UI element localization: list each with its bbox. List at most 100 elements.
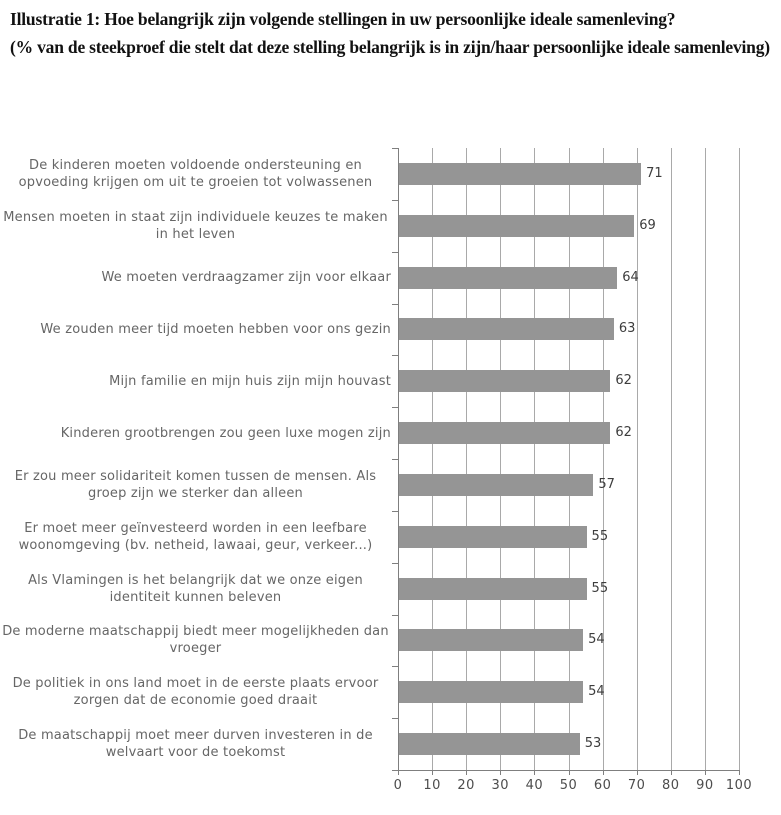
x-axis-tick-label: 70 [627, 778, 646, 793]
x-axis-tick-label: 80 [662, 778, 680, 793]
bar-value-label: 62 [615, 425, 632, 441]
x-axis-tick-label: 50 [559, 778, 578, 793]
category-label-row: De politiek in ons land moet in de eerst… [0, 666, 391, 718]
bar-value-label: 54 [588, 632, 605, 648]
category-label: We zouden meer tijd moeten hebben voor o… [40, 321, 391, 337]
category-label: Mijn familie en mijn huis zijn mijn houv… [109, 373, 391, 389]
category-label-row: Mijn familie en mijn huis zijn mijn houv… [0, 355, 391, 407]
bar-value-label: 54 [588, 684, 605, 700]
y-axis-tick [392, 666, 398, 667]
y-axis-tick [392, 200, 398, 201]
gridline [534, 148, 536, 770]
category-label-row: Er moet meer geïnvesteerd worden in een … [0, 511, 391, 563]
bar-row: 55 [399, 563, 740, 615]
bar-row: 64 [399, 252, 740, 304]
category-label: De maatschappij moet meer durven investe… [18, 728, 373, 761]
category-label-row: Als Vlamingen is het belangrijk dat we o… [0, 563, 391, 615]
bar [399, 629, 584, 652]
category-label-row: We zouden meer tijd moeten hebben voor o… [0, 304, 391, 356]
category-label-row: De kinderen moeten voldoende ondersteuni… [0, 148, 391, 200]
gridline [670, 148, 672, 770]
bar-row: 63 [399, 304, 740, 356]
y-axis-tick [392, 615, 398, 616]
x-axis-tick [670, 770, 672, 775]
gridline [602, 148, 604, 770]
bar [399, 266, 618, 289]
x-axis-tick [636, 770, 638, 775]
bar-row: 57 [399, 459, 740, 511]
y-axis-tick [392, 252, 398, 253]
gridline [704, 148, 706, 770]
category-label: Er zou meer solidariteit komen tussen de… [14, 468, 377, 501]
bar [399, 162, 642, 185]
bar-value-label: 69 [639, 217, 656, 233]
y-axis-tick [392, 407, 398, 408]
bar-row: 69 [399, 200, 740, 252]
x-axis-tick-label: 20 [457, 778, 475, 793]
x-axis-tick-label: 60 [593, 778, 612, 793]
bar-row: 71 [399, 148, 740, 200]
gridline [432, 148, 434, 770]
category-label-row: Kinderen grootbrengen zou geen luxe moge… [0, 407, 391, 459]
bar-row: 54 [399, 666, 740, 718]
category-label: De politiek in ons land moet in de eerst… [12, 676, 379, 709]
bar [399, 422, 611, 445]
x-axis-tick-label: 40 [525, 778, 544, 793]
category-label: Kinderen grootbrengen zou geen luxe moge… [60, 425, 391, 441]
bar-value-label: 64 [622, 269, 639, 285]
x-axis-tick-label: 100 [725, 778, 753, 793]
bar [399, 577, 587, 600]
plot-area: 71 69 64 63 62 62 57 55 55 54 54 53 [392, 148, 740, 775]
bar [399, 318, 614, 341]
bar [399, 473, 594, 496]
figure-caption-question: Illustratie 1: Hoe belangrijk zijn volge… [10, 9, 676, 29]
gridline [500, 148, 502, 770]
x-axis-tick [500, 770, 502, 775]
x-axis-tick [568, 770, 570, 775]
bar-row: 53 [399, 718, 740, 770]
bar-row: 54 [399, 615, 740, 667]
figure-caption: Illustratie 1: Hoe belangrijk zijn volge… [10, 5, 772, 61]
x-axis-tick [602, 770, 604, 775]
x-axis-tick [704, 770, 706, 775]
x-axis-tick-label: 10 [423, 778, 441, 793]
x-axis-tick-label: 30 [491, 778, 510, 793]
category-label-row: De moderne maatschappij biedt meer mogel… [0, 615, 391, 667]
y-axis-tick [392, 148, 398, 149]
bar [399, 214, 635, 237]
category-label-row: De maatschappij moet meer durven investe… [0, 718, 391, 770]
gridline [636, 148, 638, 770]
bar-value-label: 55 [591, 528, 609, 544]
category-label-row: Mensen moeten in staat zijn individuele … [0, 200, 391, 252]
bar-value-label: 63 [618, 321, 636, 337]
bar-row: 62 [399, 407, 740, 459]
value-axis-labels: 0 10 20 30 40 50 60 70 80 90 100 [394, 778, 752, 798]
figure-caption-note: (% van de steekproef die stelt dat deze … [10, 37, 770, 57]
gridline [568, 148, 570, 770]
bar [399, 525, 587, 548]
bar [399, 681, 584, 704]
category-axis-labels: De kinderen moeten voldoende ondersteuni… [0, 148, 391, 770]
bar-row: 62 [399, 355, 740, 407]
x-axis-tick [739, 770, 740, 775]
gridline [466, 148, 468, 770]
x-axis-tick [466, 770, 468, 775]
bar-row: 55 [399, 511, 740, 563]
y-axis-tick [392, 770, 398, 771]
category-label-row: Er zou meer solidariteit komen tussen de… [0, 459, 391, 511]
category-label: We moeten verdraagzamer zijn voor elkaar [101, 270, 391, 286]
x-axis-tick [534, 770, 536, 775]
bar-chart: De kinderen moeten voldoende ondersteuni… [0, 148, 781, 808]
bar-value-label: 55 [591, 580, 609, 596]
bar [399, 370, 611, 393]
y-axis-tick [392, 563, 398, 564]
category-label-row: We moeten verdraagzamer zijn voor elkaar [0, 252, 391, 304]
y-axis-tick [392, 511, 398, 512]
x-axis-tick [432, 770, 434, 775]
category-label: Als Vlamingen is het belangrijk dat we o… [28, 572, 363, 605]
x-axis-tick-label: 0 [393, 778, 403, 793]
x-axis-tick [398, 770, 399, 775]
category-label: Er moet meer geïnvesteerd worden in een … [18, 520, 373, 553]
y-axis-tick [392, 718, 398, 719]
